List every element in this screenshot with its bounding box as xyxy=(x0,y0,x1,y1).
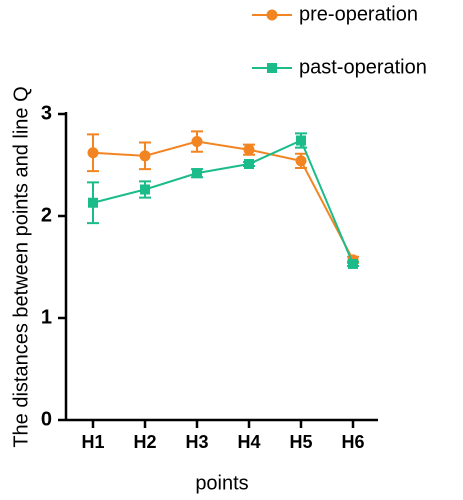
y-tick-label: 0 xyxy=(41,408,52,430)
data-point xyxy=(295,155,307,167)
legend-label: pre-operation xyxy=(299,3,418,25)
x-tick-label: H1 xyxy=(81,432,104,452)
data-point xyxy=(296,135,306,146)
series-line xyxy=(92,139,354,265)
data-point xyxy=(243,144,255,156)
y-axis-label: The distances between points and line Q xyxy=(10,86,32,447)
data-point xyxy=(348,258,358,269)
legend-label: past-operation xyxy=(299,56,427,78)
data-point xyxy=(244,158,254,169)
y-tick-label: 1 xyxy=(41,306,52,328)
x-tick-label: H3 xyxy=(185,432,208,452)
y-tick-label: 2 xyxy=(41,204,52,226)
data-point xyxy=(192,168,202,179)
data-point xyxy=(191,136,203,148)
legend-marker xyxy=(267,63,277,73)
x-tick-label: H2 xyxy=(133,432,156,452)
y-tick-label: 3 xyxy=(41,102,52,124)
series-line xyxy=(92,140,354,261)
x-tick-label: H5 xyxy=(289,432,312,452)
x-axis-label: points xyxy=(195,472,248,494)
data-point xyxy=(139,150,151,162)
data-point xyxy=(87,147,99,159)
legend-marker xyxy=(266,9,278,21)
data-point xyxy=(88,197,98,208)
x-tick-label: H4 xyxy=(237,432,260,452)
data-point xyxy=(140,184,150,195)
x-tick-label: H6 xyxy=(341,432,364,452)
